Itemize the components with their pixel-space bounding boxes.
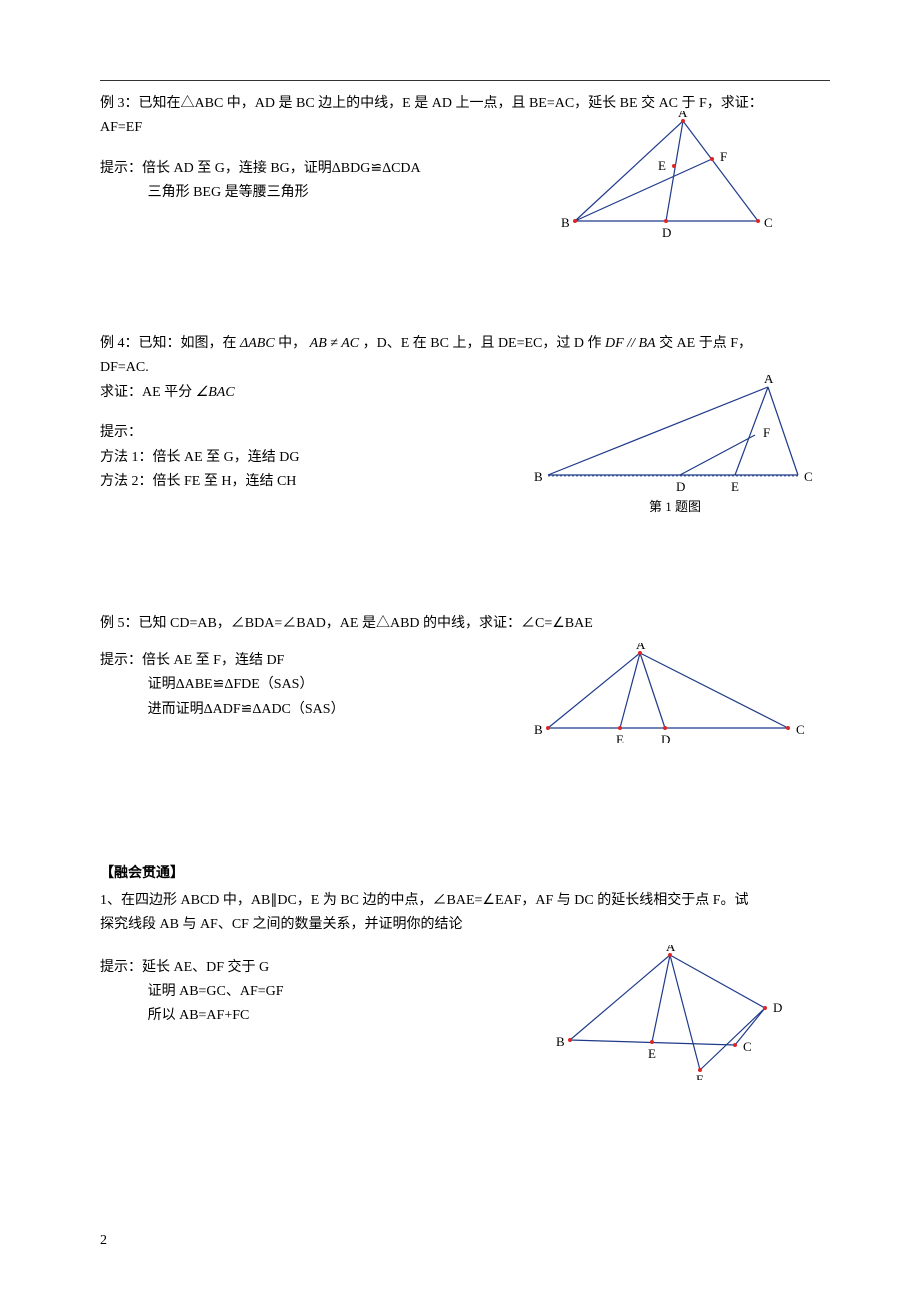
svg-text:E: E	[648, 1046, 656, 1061]
svg-text:D: D	[661, 732, 670, 743]
svg-text:A: A	[636, 643, 646, 652]
section-title: 【融会贯通】	[100, 863, 830, 885]
ex5-diagram: A B C D E	[530, 643, 810, 743]
page-number: 2	[100, 1230, 107, 1252]
ex5-hint1: 提示：倍长 AE 至 F，连结 DF	[100, 650, 510, 672]
section-hint2: 证明 AB=GC、AF=GF	[100, 981, 510, 1003]
ex3-diagram: A B C D E F	[560, 111, 790, 239]
ex4-hint1: 方法 1：倍长 AE 至 G，连结 DG	[100, 447, 510, 469]
ex4-line1: 例 4：已知：如图，在 ΔABC 中， AB ≠ AC ，D、E 在 BC 上，…	[100, 333, 830, 355]
ex5-hint3: 进而证明ΔADF≌ΔADC（SAS）	[100, 699, 510, 721]
ex4-hint2: 方法 2：倍长 FE 至 H，连结 CH	[100, 471, 510, 493]
ex4-hinthead: 提示：	[100, 422, 510, 444]
ex5-hint2: 证明ΔABE≌ΔFDE（SAS）	[100, 674, 510, 696]
ex4-math2: AB ≠ AC	[310, 336, 359, 351]
ex4-l1b: 中，	[278, 336, 306, 351]
svg-text:A: A	[666, 945, 676, 954]
example-3: 例 3：已知在△ABC 中，AD 是 BC 边上的中线，E 是 AD 上一点，且…	[100, 93, 830, 243]
page-root: 例 3：已知在△ABC 中，AD 是 BC 边上的中线，E 是 AD 上一点，且…	[0, 0, 920, 1302]
svg-text:D: D	[773, 1000, 782, 1015]
svg-text:A: A	[678, 111, 688, 120]
ex5-hints: 提示：倍长 AE 至 F，连结 DF 证明ΔABE≌ΔFDE（SAS） 进而证明…	[100, 650, 510, 721]
svg-text:F: F	[720, 149, 727, 164]
ex3-hint2: 三角形 BEG 是等腰三角形	[100, 182, 510, 204]
ex4-hints: 提示： 方法 1：倍长 AE 至 G，连结 DG 方法 2：倍长 FE 至 H，…	[100, 422, 510, 493]
section-diagram: A B C D E F	[540, 945, 790, 1080]
ex4-math3: DF // BA	[605, 336, 656, 351]
ex4-l1d: 交 AE 于点 F，	[659, 336, 752, 351]
svg-text:A: A	[764, 375, 774, 386]
svg-text:F: F	[696, 1072, 703, 1080]
svg-text:B: B	[561, 215, 570, 230]
svg-text:D: D	[662, 225, 671, 239]
ex4-l3a: 求证：AE 平分	[100, 385, 192, 400]
svg-text:B: B	[534, 469, 543, 484]
ex4-diagram: A B C D E F 第 1 题图	[530, 375, 820, 518]
ex4-l3m: ∠BAC	[196, 385, 235, 400]
ex4-l1a: 例 4：已知：如图，在	[100, 336, 237, 351]
ex3-hint1: 提示：倍长 AD 至 G，连接 BG，证明ΔBDG≌ΔCDA	[100, 158, 510, 180]
svg-text:D: D	[676, 479, 685, 494]
svg-text:E: E	[658, 158, 666, 173]
svg-text:B: B	[556, 1034, 565, 1049]
svg-text:E: E	[616, 732, 624, 743]
ex5-line1: 例 5：已知 CD=AB，∠BDA=∠BAD，AE 是△ABD 的中线，求证：∠…	[100, 613, 830, 635]
svg-text:B: B	[534, 722, 543, 737]
top-rule	[100, 80, 830, 81]
svg-text:E: E	[731, 479, 739, 494]
example-5: 例 5：已知 CD=AB，∠BDA=∠BAD，AE 是△ABD 的中线，求证：∠…	[100, 613, 830, 763]
ex4-l1c: ，D、E 在 BC 上，且 DE=EC，过 D 作	[363, 336, 602, 351]
section-hint3: 所以 AB=AF+FC	[100, 1005, 510, 1027]
ex3-hints: 提示：倍长 AD 至 G，连接 BG，证明ΔBDG≌ΔCDA 三角形 BEG 是…	[100, 158, 510, 205]
section-block: 【融会贯通】 1、在四边形 ABCD 中，AB∥DC，E 为 BC 边的中点，∠…	[100, 863, 830, 1027]
section-line2: 探究线段 AB 与 AF、CF 之间的数量关系，并证明你的结论	[100, 914, 830, 936]
section-hint1: 提示：延长 AE、DF 交于 G	[100, 957, 510, 979]
ex4-caption: 第 1 题图	[530, 497, 820, 518]
svg-text:F: F	[763, 425, 770, 440]
ex5-statement: 例 5：已知 CD=AB，∠BDA=∠BAD，AE 是△ABD 的中线，求证：∠…	[100, 613, 830, 635]
svg-text:C: C	[804, 469, 813, 484]
svg-text:C: C	[764, 215, 773, 230]
svg-text:C: C	[796, 722, 805, 737]
example-4: 例 4：已知：如图，在 ΔABC 中， AB ≠ AC ，D、E 在 BC 上，…	[100, 333, 830, 493]
section-hints: 提示：延长 AE、DF 交于 G 证明 AB=GC、AF=GF 所以 AB=AF…	[100, 957, 510, 1028]
section-statement: 1、在四边形 ABCD 中，AB∥DC，E 为 BC 边的中点，∠BAE=∠EA…	[100, 890, 830, 937]
ex4-math1: ΔABC	[240, 336, 275, 351]
section-line1: 1、在四边形 ABCD 中，AB∥DC，E 为 BC 边的中点，∠BAE=∠EA…	[100, 890, 830, 912]
svg-text:C: C	[743, 1039, 752, 1054]
